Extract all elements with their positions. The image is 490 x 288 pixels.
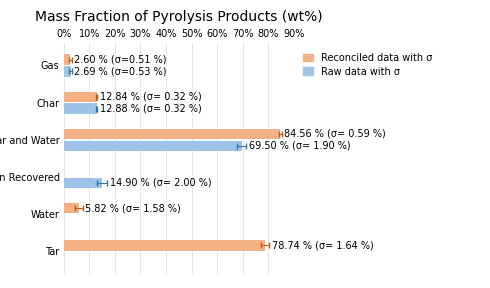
Bar — [64, 54, 71, 65]
Bar — [64, 129, 280, 139]
Bar — [64, 92, 97, 102]
Text: 69.50 % (σ= 1.90 %): 69.50 % (σ= 1.90 %) — [249, 141, 350, 151]
Text: 2.60 % (σ=0.51 %): 2.60 % (σ=0.51 %) — [74, 54, 167, 65]
Title: Mass Fraction of Pyrolysis Products (wt%): Mass Fraction of Pyrolysis Products (wt%… — [35, 10, 322, 24]
Bar — [64, 178, 102, 188]
Legend: Reconciled data with σ, Raw data with σ: Reconciled data with σ, Raw data with σ — [303, 53, 432, 77]
Bar — [64, 141, 242, 151]
Bar — [64, 66, 71, 77]
Text: 14.90 % (σ= 2.00 %): 14.90 % (σ= 2.00 %) — [109, 178, 211, 188]
Bar — [64, 240, 265, 251]
Text: 2.69 % (σ=0.53 %): 2.69 % (σ=0.53 %) — [74, 67, 167, 76]
Bar — [64, 203, 78, 213]
Text: 84.56 % (σ= 0.59 %): 84.56 % (σ= 0.59 %) — [284, 129, 386, 139]
Text: 78.74 % (σ= 1.64 %): 78.74 % (σ= 1.64 %) — [272, 240, 374, 250]
Text: 5.82 % (σ= 1.58 %): 5.82 % (σ= 1.58 %) — [85, 203, 181, 213]
Bar — [64, 103, 97, 114]
Text: 12.88 % (σ= 0.32 %): 12.88 % (σ= 0.32 %) — [100, 104, 202, 113]
Text: 12.84 % (σ= 0.32 %): 12.84 % (σ= 0.32 %) — [100, 92, 202, 102]
